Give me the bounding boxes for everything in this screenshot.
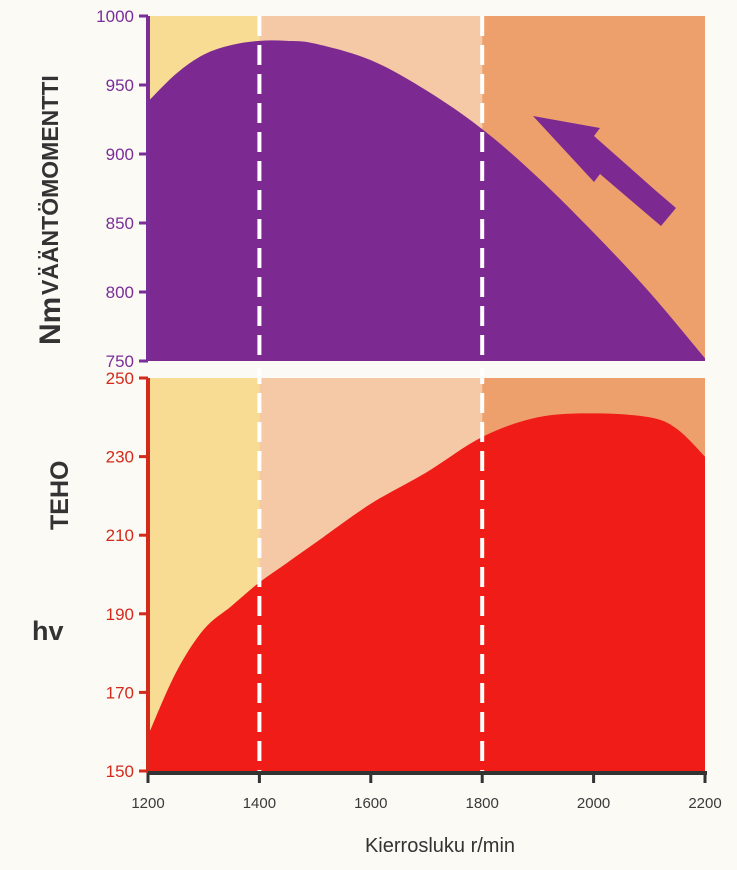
torque-axis-unit: Nm <box>34 297 67 345</box>
arrow-icon <box>533 116 676 226</box>
x-axis: 1200 1400 1600 1800 2000 2200 <box>131 771 722 812</box>
power-axis-unit: hv <box>32 616 64 646</box>
power-tick-label: 150 <box>106 762 134 781</box>
power-tick-label: 190 <box>106 605 134 624</box>
power-tick-label: 210 <box>106 526 134 545</box>
power-tick-label: 170 <box>106 683 134 702</box>
x-tick-label: 1600 <box>354 795 387 812</box>
x-tick-label: 1200 <box>131 795 164 812</box>
torque-tick-label: 850 <box>106 214 134 233</box>
power-axis-title: TEHO <box>46 461 74 530</box>
torque-tick-label: 800 <box>106 283 134 302</box>
x-tick-label: 2000 <box>577 795 610 812</box>
x-tick-label: 2200 <box>688 795 721 812</box>
torque-y-axis: 750 800 850 900 950 1000 <box>96 7 150 371</box>
torque-axis-title: VÄÄNTÖMOMENTTI <box>37 75 63 295</box>
x-tick-label: 1400 <box>243 795 276 812</box>
power-tick-label: 230 <box>106 448 134 467</box>
torque-tick-label: 950 <box>106 76 134 95</box>
power-tick-label: 250 <box>106 369 134 388</box>
x-axis-title: Kierrosluku r/min <box>365 835 515 857</box>
x-tick-label: 1800 <box>466 795 499 812</box>
torque-tick-label: 1000 <box>96 7 134 26</box>
rpm-dashed-lines <box>257 16 485 771</box>
torque-tick-label: 900 <box>106 145 134 164</box>
torque-area <box>148 40 705 362</box>
power-y-axis: 150 170 190 210 230 250 <box>106 369 150 781</box>
torque-tick-label: 750 <box>106 352 134 371</box>
power-area <box>148 413 705 771</box>
panel-divider <box>148 361 705 368</box>
